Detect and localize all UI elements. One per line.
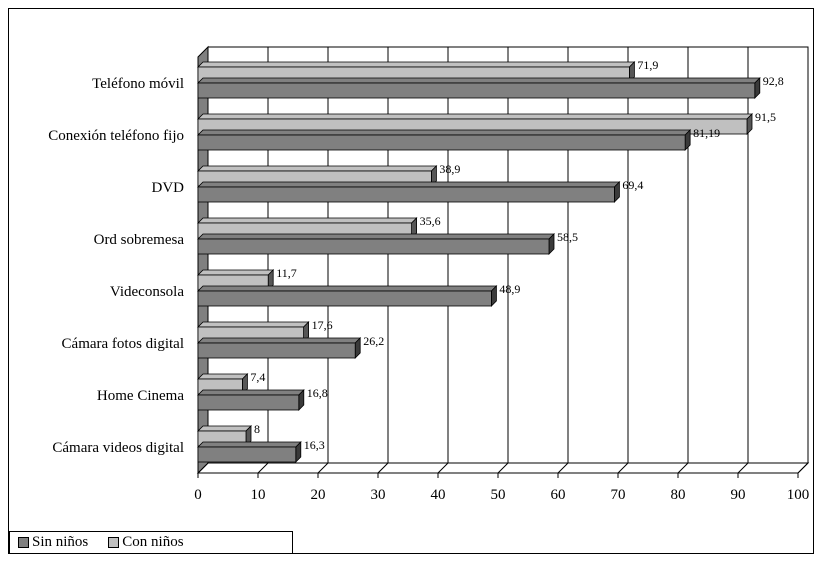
legend-label-con-ninos: Con niños xyxy=(122,534,184,550)
category-label: Home Cinema xyxy=(97,388,184,404)
bar-con-ninos-top xyxy=(197,321,310,328)
legend-item-sin-ninos: Sin niños xyxy=(18,534,88,551)
gridline-floor xyxy=(377,462,389,474)
bar-sin-ninos-top xyxy=(197,77,761,84)
bar-sin-ninos xyxy=(197,238,550,255)
bar-con-ninos-value-label: 71,9 xyxy=(637,58,658,72)
bar-con-ninos-top xyxy=(197,373,249,380)
gridline-floor xyxy=(617,462,629,474)
bar-sin-ninos-value-label: 48,9 xyxy=(499,282,520,296)
bar-con-ninos-value-label: 35,6 xyxy=(420,214,441,228)
category-label: Cámara videos digital xyxy=(52,440,184,456)
category-label: Conexión teléfono fijo xyxy=(48,128,184,144)
x-tick-label: 30 xyxy=(371,487,386,503)
category-label: Videconsola xyxy=(110,284,184,300)
category-label: Ord sobremesa xyxy=(94,232,185,248)
x-tick-label: 60 xyxy=(551,487,566,503)
bar-sin-ninos-value-label: 16,3 xyxy=(304,438,325,452)
x-tick-label: 50 xyxy=(491,487,506,503)
gridline-floor xyxy=(317,462,329,474)
bar-sin-ninos-value-label: 16,8 xyxy=(307,386,328,400)
x-tick-label: 80 xyxy=(671,487,686,503)
bar-con-ninos-top xyxy=(197,113,753,120)
bar-sin-ninos xyxy=(197,82,756,99)
bar-sin-ninos-value-label: 69,4 xyxy=(622,178,643,192)
bar-sin-ninos xyxy=(197,394,300,411)
legend: Sin niños Con niños xyxy=(9,531,293,554)
bar-sin-ninos-top xyxy=(197,441,302,448)
bar-sin-ninos-top xyxy=(197,181,621,188)
bar-con-ninos-top xyxy=(197,425,252,432)
bar-sin-ninos-top xyxy=(197,285,498,292)
legend-swatch-sin-ninos xyxy=(18,537,29,548)
bar-sin-ninos xyxy=(197,446,297,463)
x-tick-label: 10 xyxy=(251,487,266,503)
bar-con-ninos-top xyxy=(197,269,275,276)
bar-con-ninos-value-label: 7,4 xyxy=(250,370,265,384)
bar-sin-ninos-value-label: 26,2 xyxy=(363,334,384,348)
gridline-floor xyxy=(437,462,449,474)
category-label: Cámara fotos digital xyxy=(62,336,184,352)
bar-sin-ninos xyxy=(197,342,356,359)
gridline-floor xyxy=(797,462,809,474)
bar-sin-ninos-top xyxy=(197,337,362,344)
bar-con-ninos-value-label: 11,7 xyxy=(276,266,297,280)
x-tick-label: 0 xyxy=(194,487,202,503)
legend-swatch-con-ninos xyxy=(108,537,120,548)
gridline-floor xyxy=(257,462,269,474)
bar-con-ninos-top xyxy=(197,61,636,68)
category-label: DVD xyxy=(152,180,185,196)
bar-sin-ninos xyxy=(197,290,492,307)
x-tick-label: 20 xyxy=(311,487,326,503)
x-tick-label: 40 xyxy=(431,487,446,503)
bar-sin-ninos-value-label: 58,5 xyxy=(557,230,578,244)
bar-sin-ninos xyxy=(197,186,615,203)
gridline-floor xyxy=(497,462,509,474)
bar-sin-ninos-value-label: 81,19 xyxy=(693,126,720,140)
bar-sin-ninos-top xyxy=(197,233,555,240)
legend-label-sin-ninos: Sin niños xyxy=(32,534,89,550)
bar-con-ninos-top xyxy=(197,217,418,224)
gridline-floor xyxy=(737,462,749,474)
bar-con-ninos-value-label: 91,5 xyxy=(755,110,776,124)
bar-sin-ninos-value-label: 92,8 xyxy=(763,74,784,88)
x-tick-label: 90 xyxy=(731,487,746,503)
bar-con-ninos-value-label: 38,9 xyxy=(439,162,460,176)
gridline-floor xyxy=(677,462,689,474)
x-tick-label: 70 xyxy=(611,487,626,503)
bar-sin-ninos-top xyxy=(197,389,305,396)
bar-sin-ninos-top xyxy=(197,129,692,136)
legend-item-con-ninos: Con niños xyxy=(108,534,184,551)
x-tick-label: 100 xyxy=(787,487,810,503)
bar-con-ninos-top xyxy=(197,165,438,172)
category-label: Teléfono móvil xyxy=(92,76,184,92)
gridline-floor xyxy=(557,462,569,474)
bar-con-ninos-value-label: 17,6 xyxy=(312,318,333,332)
bar-con-ninos-value-label: 8 xyxy=(254,422,260,436)
bar-sin-ninos xyxy=(197,134,686,151)
